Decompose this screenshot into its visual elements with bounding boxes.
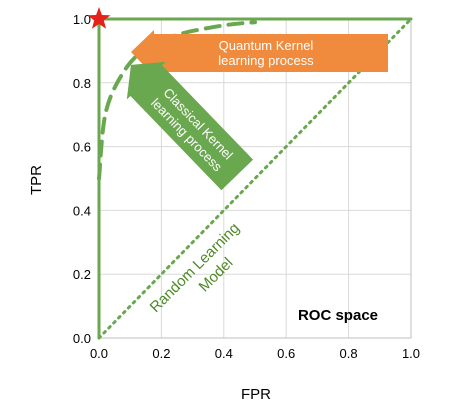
quantum-kernel-arrow: Quantum Kernel learning process <box>131 30 388 76</box>
y-tick-label-0: 0.0 <box>73 331 91 346</box>
y-axis-title: TPR <box>28 165 45 195</box>
quantum-label-line2: learning process <box>218 53 314 68</box>
y-tick-label-1: 0.2 <box>73 267 91 282</box>
quantum-arrow-shape <box>131 30 388 76</box>
random-model-label: Random Learning Model <box>147 220 243 316</box>
optimal-point-star-icon <box>87 7 111 29</box>
y-tick-label-3: 0.6 <box>73 140 91 155</box>
x-tick-label-5: 1.0 <box>402 346 420 361</box>
y-tick-label-4: 0.8 <box>73 76 91 91</box>
random-diagonal-line <box>97 17 413 340</box>
x-tick-label-0: 0.0 <box>90 346 108 361</box>
y-tick-label-2: 0.4 <box>73 203 91 218</box>
x-axis-title: FPR <box>241 386 271 403</box>
x-tick-label-3: 0.6 <box>277 346 295 361</box>
x-tick-label-2: 0.4 <box>215 346 233 361</box>
x-tick-label-1: 0.2 <box>152 346 170 361</box>
quantum-label-line1: Quantum Kernel <box>219 38 314 53</box>
y-tick-label-5: 1.0 <box>73 12 91 27</box>
x-tick-label-4: 0.8 <box>340 346 358 361</box>
classical-arrow-shape <box>126 61 254 191</box>
tick-labels: 0.0 0.2 0.4 0.6 0.8 1.0 0.0 0.2 0.4 0.6 0.8 1.0 <box>73 12 420 361</box>
roc-space-label: ROC space <box>298 307 378 324</box>
